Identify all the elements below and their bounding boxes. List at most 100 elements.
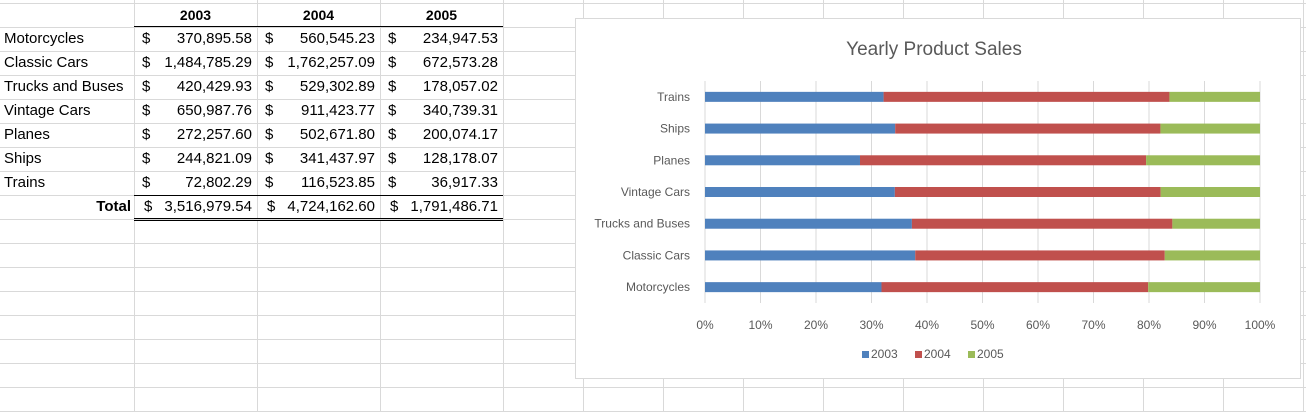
total-top-border bbox=[134, 195, 503, 196]
amount-value: 3,516,979.54 bbox=[164, 198, 252, 215]
currency-symbol: $ bbox=[265, 54, 274, 71]
chart-canvas: Yearly Product Sales 0% 10% 20% 30% 40% 50% 60%… bbox=[594, 39, 1275, 361]
row-label-vintage-cars[interactable]: Vintage Cars bbox=[4, 102, 91, 119]
year-header-2005[interactable]: 2005 bbox=[425, 7, 458, 23]
currency-symbol: $ bbox=[265, 30, 274, 47]
currency-symbol: $ bbox=[142, 174, 151, 191]
currency-symbol: $ bbox=[142, 30, 151, 47]
sales-cell-2004[interactable]: $1,762,257.09 bbox=[257, 51, 380, 75]
bar-motorcycles-2004 bbox=[881, 282, 1149, 293]
currency-symbol: $ bbox=[142, 78, 151, 95]
currency-symbol: $ bbox=[265, 174, 274, 191]
sales-cell-2003[interactable]: $1,484,785.29 bbox=[134, 51, 257, 75]
total-cell-2004[interactable]: $4,724,162.60 bbox=[257, 195, 380, 219]
x-tick-label: 90% bbox=[1192, 318, 1216, 332]
sales-cell-2004[interactable]: $116,523.85 bbox=[257, 171, 380, 195]
yearly-sales-chart[interactable]: Yearly Product Sales 0% 10% 20% 30% 40% 50% 60%… bbox=[575, 18, 1301, 379]
amount-value: 502,671.80 bbox=[299, 126, 375, 143]
currency-symbol: $ bbox=[388, 30, 397, 47]
currency-symbol: $ bbox=[142, 102, 151, 119]
legend-label-2003: 2003 bbox=[871, 347, 898, 361]
x-tick-label: 80% bbox=[1137, 318, 1161, 332]
amount-value: 116,523.85 bbox=[301, 174, 375, 191]
row-label-motorcycles[interactable]: Motorcycles bbox=[4, 30, 85, 47]
currency-symbol: $ bbox=[388, 102, 397, 119]
sales-cell-2005[interactable]: $234,947.53 bbox=[380, 27, 503, 51]
sales-cell-2005[interactable]: $178,057.02 bbox=[380, 75, 503, 99]
sales-cell-2005[interactable]: $200,074.17 bbox=[380, 123, 503, 147]
y-category-label: Classic Cars bbox=[623, 248, 690, 262]
legend-swatch-2004 bbox=[915, 351, 922, 358]
currency-symbol: $ bbox=[388, 150, 397, 167]
currency-symbol: $ bbox=[388, 54, 397, 71]
y-category-label: Trains bbox=[657, 90, 690, 104]
y-category-label: Ships bbox=[660, 122, 690, 136]
amount-value: 1,484,785.29 bbox=[164, 54, 252, 71]
sales-cell-2005[interactable]: $128,178.07 bbox=[380, 147, 503, 171]
bar-vintage-cars-2005 bbox=[1160, 187, 1260, 197]
currency-symbol: $ bbox=[388, 126, 397, 143]
currency-symbol: $ bbox=[142, 126, 151, 143]
x-tick-label: 20% bbox=[804, 318, 828, 332]
bar-motorcycles-2005 bbox=[1148, 282, 1260, 293]
sales-cell-2003[interactable]: $420,429.93 bbox=[134, 75, 257, 99]
row-label-trains[interactable]: Trains bbox=[4, 174, 46, 191]
amount-value: 272,257.60 bbox=[176, 126, 252, 143]
sales-cell-2004[interactable]: $560,545.23 bbox=[257, 27, 380, 51]
amount-value: 911,423.77 bbox=[301, 102, 375, 119]
row-label-ships[interactable]: Ships bbox=[4, 150, 42, 167]
amount-value: 420,429.93 bbox=[176, 78, 252, 95]
chart-title: Yearly Product Sales bbox=[846, 39, 1022, 60]
amount-value: 560,545.23 bbox=[299, 30, 375, 47]
sales-cell-2005[interactable]: $672,573.28 bbox=[380, 51, 503, 75]
amount-value: 1,762,257.09 bbox=[287, 54, 375, 71]
bar-trains-2005 bbox=[1169, 91, 1260, 102]
sales-cell-2004[interactable]: $341,437.97 bbox=[257, 147, 380, 171]
legend-label-2004: 2004 bbox=[924, 347, 951, 361]
amount-value: 1,791,486.71 bbox=[410, 198, 498, 215]
bar-trucks-and-buses-2004 bbox=[911, 218, 1173, 229]
header-border bbox=[134, 26, 503, 27]
amount-value: 650,987.76 bbox=[176, 102, 252, 119]
bar-ships-2005 bbox=[1160, 123, 1260, 134]
y-category-label: Motorcycles bbox=[626, 280, 690, 294]
sales-cell-2004[interactable]: $502,671.80 bbox=[257, 123, 380, 147]
year-header-2004[interactable]: 2004 bbox=[302, 7, 335, 23]
sales-cell-2004[interactable]: $529,302.89 bbox=[257, 75, 380, 99]
sales-cell-2003[interactable]: $272,257.60 bbox=[134, 123, 257, 147]
x-tick-label: 40% bbox=[915, 318, 939, 332]
sales-cell-2005[interactable]: $340,739.31 bbox=[380, 99, 503, 123]
row-label-trucks-and-buses[interactable]: Trucks and Buses bbox=[4, 78, 124, 95]
bar-vintage-cars-2003 bbox=[705, 187, 895, 197]
x-tick-label: 50% bbox=[970, 318, 994, 332]
sales-cell-2003[interactable]: $244,821.09 bbox=[134, 147, 257, 171]
currency-symbol: $ bbox=[265, 102, 274, 119]
currency-symbol: $ bbox=[390, 198, 399, 215]
year-header-2003[interactable]: 2003 bbox=[179, 7, 212, 23]
amount-value: 128,178.07 bbox=[422, 150, 498, 167]
bar-planes-2003 bbox=[705, 155, 860, 166]
amount-value: 36,917.33 bbox=[431, 174, 498, 191]
row-label-classic-cars[interactable]: Classic Cars bbox=[4, 54, 89, 71]
sales-cell-2003[interactable]: $72,802.29 bbox=[134, 171, 257, 195]
sales-cell-2004[interactable]: $911,423.77 bbox=[257, 99, 380, 123]
legend-swatch-2003 bbox=[862, 351, 869, 358]
amount-value: 370,895.58 bbox=[176, 30, 252, 47]
total-cell-2003[interactable]: $3,516,979.54 bbox=[134, 195, 257, 219]
sales-cell-2005[interactable]: $36,917.33 bbox=[380, 171, 503, 195]
y-category-label: Trucks and Buses bbox=[594, 217, 690, 231]
bar-ships-2003 bbox=[705, 123, 896, 134]
x-tick-label: 30% bbox=[859, 318, 883, 332]
sales-cell-2003[interactable]: $650,987.76 bbox=[134, 99, 257, 123]
amount-value: 672,573.28 bbox=[422, 54, 498, 71]
currency-symbol: $ bbox=[388, 174, 397, 191]
x-tick-label: 0% bbox=[696, 318, 714, 332]
row-label-planes[interactable]: Planes bbox=[4, 126, 50, 143]
total-cell-2005[interactable]: $1,791,486.71 bbox=[380, 195, 503, 219]
sales-cell-2003[interactable]: $370,895.58 bbox=[134, 27, 257, 51]
bar-planes-2004 bbox=[859, 155, 1147, 166]
currency-symbol: $ bbox=[144, 198, 153, 215]
legend-swatch-2005 bbox=[968, 351, 975, 358]
total-label[interactable]: Total bbox=[96, 198, 131, 215]
bar-ships-2004 bbox=[895, 123, 1161, 134]
